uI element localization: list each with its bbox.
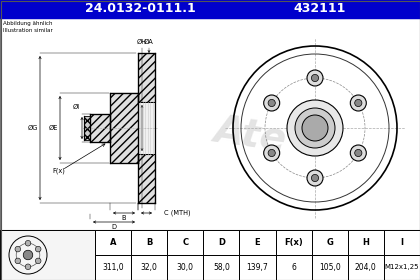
Circle shape [350,95,366,111]
Bar [239,230,276,255]
Circle shape [287,100,343,156]
Circle shape [264,145,280,161]
Text: ØG: ØG [28,125,38,131]
Text: I: I [400,238,404,247]
Bar [167,230,203,255]
Bar [276,230,312,255]
Text: 204,0: 204,0 [355,263,377,272]
Text: A: A [110,238,116,247]
Polygon shape [110,93,138,163]
Bar [384,230,420,255]
Text: B: B [146,238,152,247]
Text: C (MTH): C (MTH) [164,210,190,216]
Text: M12x1,25: M12x1,25 [385,265,419,270]
Circle shape [15,258,21,264]
Circle shape [307,70,323,86]
Circle shape [268,150,275,157]
Circle shape [302,115,328,141]
Text: ØE: ØE [49,125,58,131]
Text: 24.0132-0111.1: 24.0132-0111.1 [84,3,195,15]
Bar [312,255,348,280]
Bar [167,255,203,280]
Bar [138,102,155,154]
Circle shape [25,264,31,270]
Text: ØA: ØA [144,39,154,45]
Bar [95,230,131,255]
Text: F(x): F(x) [52,168,65,174]
Circle shape [311,174,319,182]
Text: C: C [182,238,188,247]
Bar [95,255,131,280]
Circle shape [25,241,31,246]
Text: Ate: Ate [211,111,289,159]
Circle shape [268,99,275,107]
Bar [0,230,95,280]
Text: Abbildung ähnlich: Abbildung ähnlich [3,21,52,26]
Text: 32,0: 32,0 [141,263,158,272]
Bar [276,255,312,280]
Bar [203,230,239,255]
Bar [348,230,384,255]
Text: B: B [122,215,126,221]
Bar [239,255,276,280]
Text: 105,0: 105,0 [319,263,341,272]
Text: 139,7: 139,7 [247,263,268,272]
Circle shape [295,108,335,148]
Text: D: D [218,238,225,247]
Circle shape [35,246,41,252]
Circle shape [311,74,319,81]
Text: D: D [111,224,116,230]
Bar [131,230,167,255]
Circle shape [307,170,323,186]
Bar [312,230,348,255]
Bar [348,255,384,280]
Text: 30,0: 30,0 [177,263,194,272]
Circle shape [23,250,33,260]
Circle shape [264,95,280,111]
Text: 432111: 432111 [294,3,346,15]
Text: H: H [362,238,369,247]
Circle shape [355,150,362,157]
Bar [0,0,420,18]
Polygon shape [84,116,90,140]
Text: ØI: ØI [73,104,80,110]
Text: Illustration similar: Illustration similar [3,28,53,33]
Polygon shape [138,53,155,102]
Bar [203,255,239,280]
Circle shape [350,145,366,161]
Polygon shape [90,114,110,142]
Text: 6: 6 [291,263,296,272]
Bar [0,18,420,230]
Circle shape [15,246,21,252]
Text: F(x): F(x) [284,238,303,247]
Circle shape [355,99,362,107]
Circle shape [35,258,41,264]
Text: E: E [255,238,260,247]
Text: 58,0: 58,0 [213,263,230,272]
Polygon shape [138,154,155,203]
Bar [384,255,420,280]
Text: 311,0: 311,0 [102,263,124,272]
Text: ØH: ØH [137,39,147,45]
Bar [131,255,167,280]
Text: G: G [326,238,333,247]
